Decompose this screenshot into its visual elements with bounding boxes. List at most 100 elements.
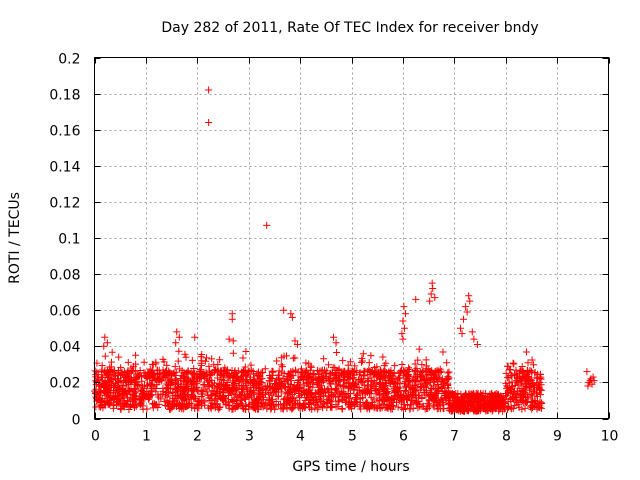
data-point [229,349,237,357]
data-point [340,369,348,377]
data-point [384,404,392,412]
data-point [469,390,477,398]
y-tick-label: 0.04 [49,340,80,356]
data-point [310,370,318,378]
data-point [509,389,517,397]
data-point [185,399,193,407]
data-point [488,405,496,413]
data-point [376,405,384,413]
data-point [229,337,237,345]
data-point [259,391,267,399]
x-tick-label: 6 [399,429,408,445]
data-point [146,381,154,389]
data-point [300,382,308,390]
data-point [323,404,331,412]
data-point [250,403,258,411]
data-point [300,400,308,408]
data-point [179,373,187,381]
data-point [284,382,292,390]
data-point [444,399,452,407]
data-point [466,297,474,305]
data-point [173,328,181,336]
data-point [399,335,407,343]
data-point [259,368,267,376]
data-point [362,400,370,408]
data-point [328,368,336,376]
data-point [443,359,451,367]
data-point [395,374,403,382]
data-point [478,401,486,409]
data-point [346,358,354,366]
data-point [148,366,156,374]
y-axis-label: ROTI / TECUs [7,192,23,284]
data-point [304,394,312,402]
data-point [235,402,243,410]
data-point [199,396,207,404]
data-point [291,354,299,362]
data-point [379,382,387,390]
data-point [410,386,418,394]
data-point [474,390,482,398]
data-point [325,361,333,369]
data-point [527,402,535,410]
data-point [500,402,508,410]
data-point [494,390,502,398]
data-point [481,392,489,400]
data-point [439,348,447,356]
data-point [108,348,116,356]
data-point [132,351,140,359]
data-point [229,397,237,405]
data-point [402,392,410,400]
data-point [101,333,109,341]
data-point [378,384,386,392]
data-point [361,382,369,390]
data-point [181,350,189,358]
data-point [418,361,426,369]
data-point [106,400,114,408]
x-tick-label: 7 [450,429,459,445]
data-point [266,374,274,382]
data-point [140,385,148,393]
data-point [584,382,592,390]
data-point [198,361,206,369]
data-point [263,221,271,229]
data-point [310,376,318,384]
data-point [101,366,109,374]
axes [94,57,610,420]
data-point [530,383,538,391]
y-tick-label: 0.2 [58,52,80,68]
data-point [449,401,457,409]
data-point [375,385,383,393]
data-point [429,401,437,409]
data-point [291,337,299,345]
data-point [91,367,99,375]
data-point [130,404,138,412]
x-tick-label: 3 [245,429,254,445]
data-point [171,362,179,370]
data-point [205,394,213,402]
data-point [274,393,282,401]
data-point [315,391,323,399]
data-point [102,397,110,405]
data-point [358,354,366,362]
data-point [140,358,148,366]
data-point [145,392,153,400]
y-tick-label: 0.02 [49,376,80,392]
data-point [502,379,510,387]
data-point [227,388,235,396]
data-point [134,371,142,379]
data-point [219,389,227,397]
data-point [115,395,123,403]
data-point [422,372,430,380]
data-point [431,392,439,400]
data-point [248,399,256,407]
data-point [107,367,115,375]
data-point [175,333,183,341]
data-point [304,371,312,379]
data-point [231,367,239,375]
data-point [197,369,205,377]
data-point [174,357,182,365]
data-point [242,377,250,385]
data-point [219,395,227,403]
data-point [163,380,171,388]
